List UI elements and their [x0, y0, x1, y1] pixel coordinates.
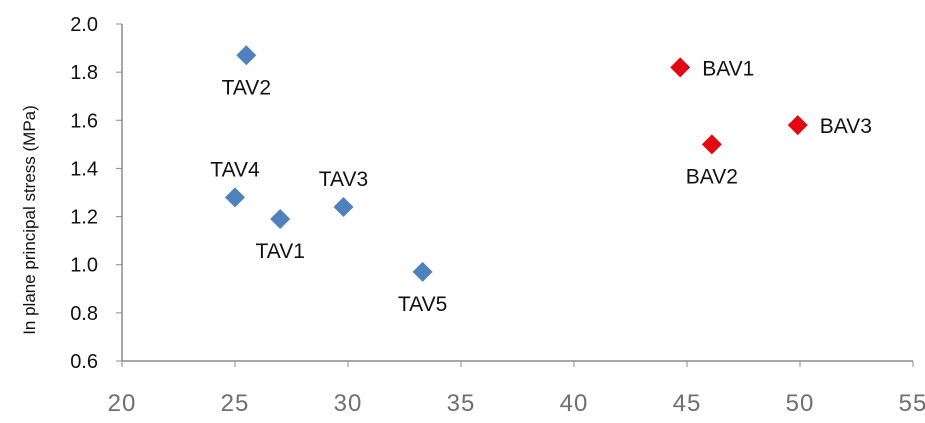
- data-label: TAV3: [319, 168, 368, 191]
- y-tick-label: 1.6: [70, 110, 98, 132]
- points-layer: [225, 45, 808, 282]
- x-tick-label: 35: [447, 390, 476, 417]
- data-point: [670, 57, 691, 78]
- data-point: [333, 196, 354, 217]
- x-tick-label: 45: [673, 390, 702, 417]
- data-label: TAV4: [210, 158, 260, 181]
- x-tick-label: 55: [899, 390, 925, 417]
- data-label: BAV3: [820, 115, 872, 138]
- y-tick-label: 0.8: [70, 303, 98, 325]
- data-label: TAV5: [398, 293, 447, 316]
- y-tick-label: 2.0: [70, 14, 98, 36]
- ticks-layer: 0.6 0.8 1.0 1.2 1.4 1.6 1.8 2.0 20 25 30 35 40 45 50 55: [70, 14, 925, 417]
- data-point: [236, 45, 257, 66]
- x-tick-label: 30: [334, 390, 363, 417]
- x-tick-label: 20: [108, 390, 137, 417]
- data-point: [701, 134, 722, 155]
- x-tick-label: 40: [560, 390, 589, 417]
- x-tick-label: 25: [221, 390, 250, 417]
- data-point: [412, 261, 433, 282]
- data-label: TAV1: [255, 240, 304, 263]
- data-point: [787, 115, 808, 136]
- y-axis-label: In plane principal stress (MPa): [20, 105, 39, 335]
- y-tick-label: 0.6: [70, 351, 98, 373]
- y-tick-label: 1.2: [70, 207, 98, 229]
- data-label: TAV2: [222, 76, 271, 99]
- data-label: BAV1: [702, 57, 754, 80]
- data-point: [225, 187, 245, 208]
- y-tick-label: 1.8: [70, 62, 98, 84]
- data-label: BAV2: [686, 165, 738, 188]
- data-point: [270, 208, 291, 229]
- labels-layer: TAV2 TAV4 TAV1 TAV3 TAV5 BAV1 BAV2 BAV3: [210, 57, 872, 316]
- axes-layer: [121, 24, 913, 362]
- y-tick-label: 1.0: [70, 255, 98, 277]
- x-tick-label: 50: [786, 390, 815, 417]
- y-tick-label: 1.4: [70, 158, 98, 180]
